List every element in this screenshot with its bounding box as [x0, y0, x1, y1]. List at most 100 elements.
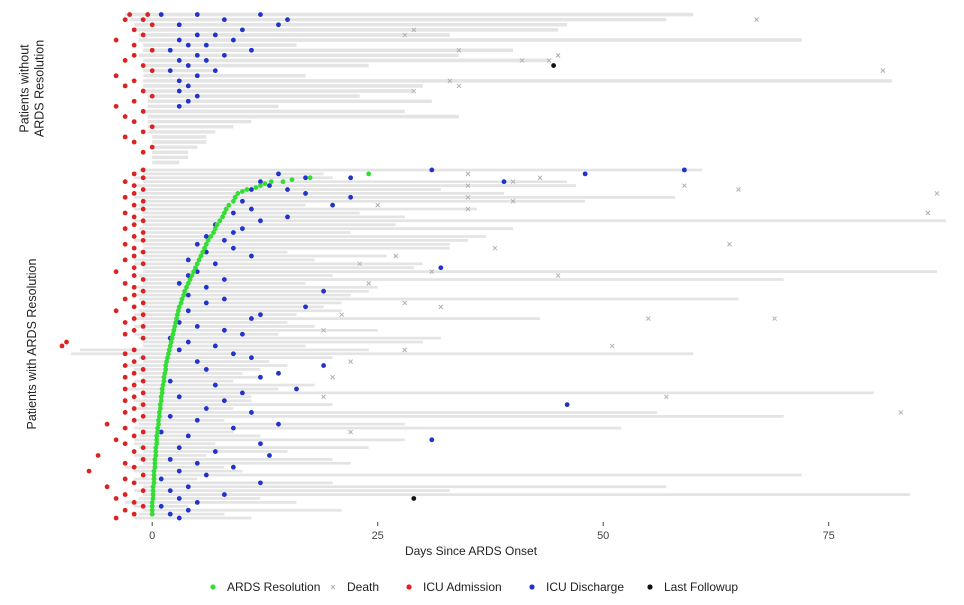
death-marker — [447, 78, 453, 84]
ards-resolution-marker — [189, 273, 195, 278]
icu-discharge-marker — [321, 363, 326, 368]
icu-discharge-marker — [212, 382, 218, 388]
icu-discharge-marker — [258, 312, 263, 318]
icu-admission-marker — [131, 480, 137, 486]
icu-admission-marker — [113, 73, 119, 79]
icu-admission-marker — [140, 277, 146, 282]
icu-admission-marker — [140, 230, 146, 235]
icu-admission-marker — [122, 83, 128, 89]
icu-discharge-marker — [194, 460, 200, 466]
icu-admission-marker — [149, 22, 155, 28]
icu-discharge-marker — [230, 245, 236, 251]
icu-discharge-marker — [212, 68, 218, 74]
ards-resolution-marker — [176, 304, 182, 310]
icu-discharge-marker — [185, 63, 191, 68]
x-tick-label: 25 — [372, 530, 384, 542]
icu-admission-marker — [140, 402, 146, 408]
icu-discharge-marker — [203, 42, 209, 48]
ards-resolution-marker — [178, 300, 184, 306]
icu-admission-marker — [104, 421, 110, 427]
legend-swatch — [529, 584, 535, 590]
ards-resolution-marker — [258, 183, 263, 189]
icu-discharge-marker — [501, 179, 507, 185]
icu-admission-marker — [140, 390, 146, 396]
icu-discharge-marker — [438, 265, 444, 271]
event-markers — [59, 12, 940, 521]
icu-admission-marker — [122, 226, 128, 232]
icu-admission-marker — [131, 42, 137, 48]
ards-resolution-marker — [235, 191, 241, 196]
icu-discharge-marker — [276, 370, 281, 376]
icu-admission-marker — [131, 433, 137, 439]
icu-discharge-marker — [303, 175, 308, 181]
icu-admission-marker — [140, 312, 146, 318]
icu-discharge-marker — [240, 226, 245, 232]
ards-resolution-marker — [198, 253, 204, 259]
icu-admission-marker — [131, 394, 137, 400]
icu-admission-marker — [131, 292, 137, 298]
x-tick-label: 75 — [823, 530, 835, 542]
icu-admission-marker — [122, 58, 128, 63]
ards-resolution-marker — [223, 206, 229, 212]
icu-discharge-marker — [221, 237, 227, 243]
ards-resolution-marker — [156, 421, 161, 427]
icu-discharge-marker — [258, 179, 263, 185]
death-marker — [348, 429, 353, 435]
ards-resolution-marker — [193, 265, 198, 271]
icu-admission-marker — [122, 179, 128, 185]
icu-admission-marker — [131, 370, 137, 376]
icu-admission-marker — [122, 257, 128, 263]
ards-resolution-marker — [185, 280, 191, 286]
ards-resolution-marker — [166, 347, 172, 353]
icu-admission-marker — [149, 47, 155, 53]
icu-discharge-marker — [240, 390, 245, 396]
legend-item: ARDS Resolution — [210, 580, 320, 594]
icu-admission-marker — [140, 149, 146, 155]
legend-label: ARDS Resolution — [227, 580, 320, 594]
icu-admission-marker — [122, 320, 128, 325]
icu-discharge-marker — [176, 280, 182, 286]
icu-admission-marker — [122, 374, 128, 380]
ards-resolution-marker — [152, 460, 158, 466]
death-marker — [465, 206, 471, 212]
icu-discharge-marker — [240, 331, 245, 337]
ards-resolution-marker — [150, 492, 156, 497]
icu-discharge-marker — [564, 402, 570, 408]
icu-admission-marker — [113, 103, 119, 109]
ards-resolution-marker — [253, 185, 259, 190]
icu-discharge-marker — [348, 194, 354, 200]
ards-resolution-marker — [173, 320, 179, 325]
ards-resolution-marker — [168, 339, 174, 345]
ards-resolution-marker — [156, 417, 161, 423]
ards-resolution-marker — [182, 288, 188, 294]
ards-resolution-marker — [208, 234, 214, 239]
icu-admission-marker — [140, 324, 146, 329]
icu-discharge-marker — [203, 367, 209, 372]
icu-discharge-marker — [276, 22, 281, 28]
icu-discharge-marker — [176, 347, 182, 353]
ards-resolution-marker — [169, 335, 175, 341]
icu-admission-marker — [122, 331, 128, 337]
death-marker — [339, 312, 344, 318]
icu-admission-marker — [122, 194, 128, 200]
death-marker — [456, 47, 462, 53]
icu-discharge-marker — [167, 456, 173, 462]
icu-admission-marker — [131, 171, 137, 177]
icu-discharge-marker — [303, 191, 308, 196]
ards-resolution-marker — [240, 189, 245, 194]
icu-discharge-marker — [203, 406, 209, 411]
ards-resolution-marker — [154, 433, 160, 439]
legend-label: ICU Admission — [423, 580, 502, 594]
icu-discharge-marker — [185, 433, 191, 439]
icu-discharge-marker — [194, 93, 200, 99]
legend-label: Death — [347, 580, 379, 594]
ards-resolution-marker — [200, 249, 206, 255]
ards-resolution-marker — [230, 198, 236, 204]
icu-discharge-marker — [276, 171, 281, 177]
icu-discharge-marker — [258, 480, 263, 486]
icu-admission-marker — [122, 492, 128, 497]
icu-admission-marker — [140, 367, 146, 372]
death-marker — [555, 52, 561, 58]
icu-admission-marker — [140, 355, 146, 361]
